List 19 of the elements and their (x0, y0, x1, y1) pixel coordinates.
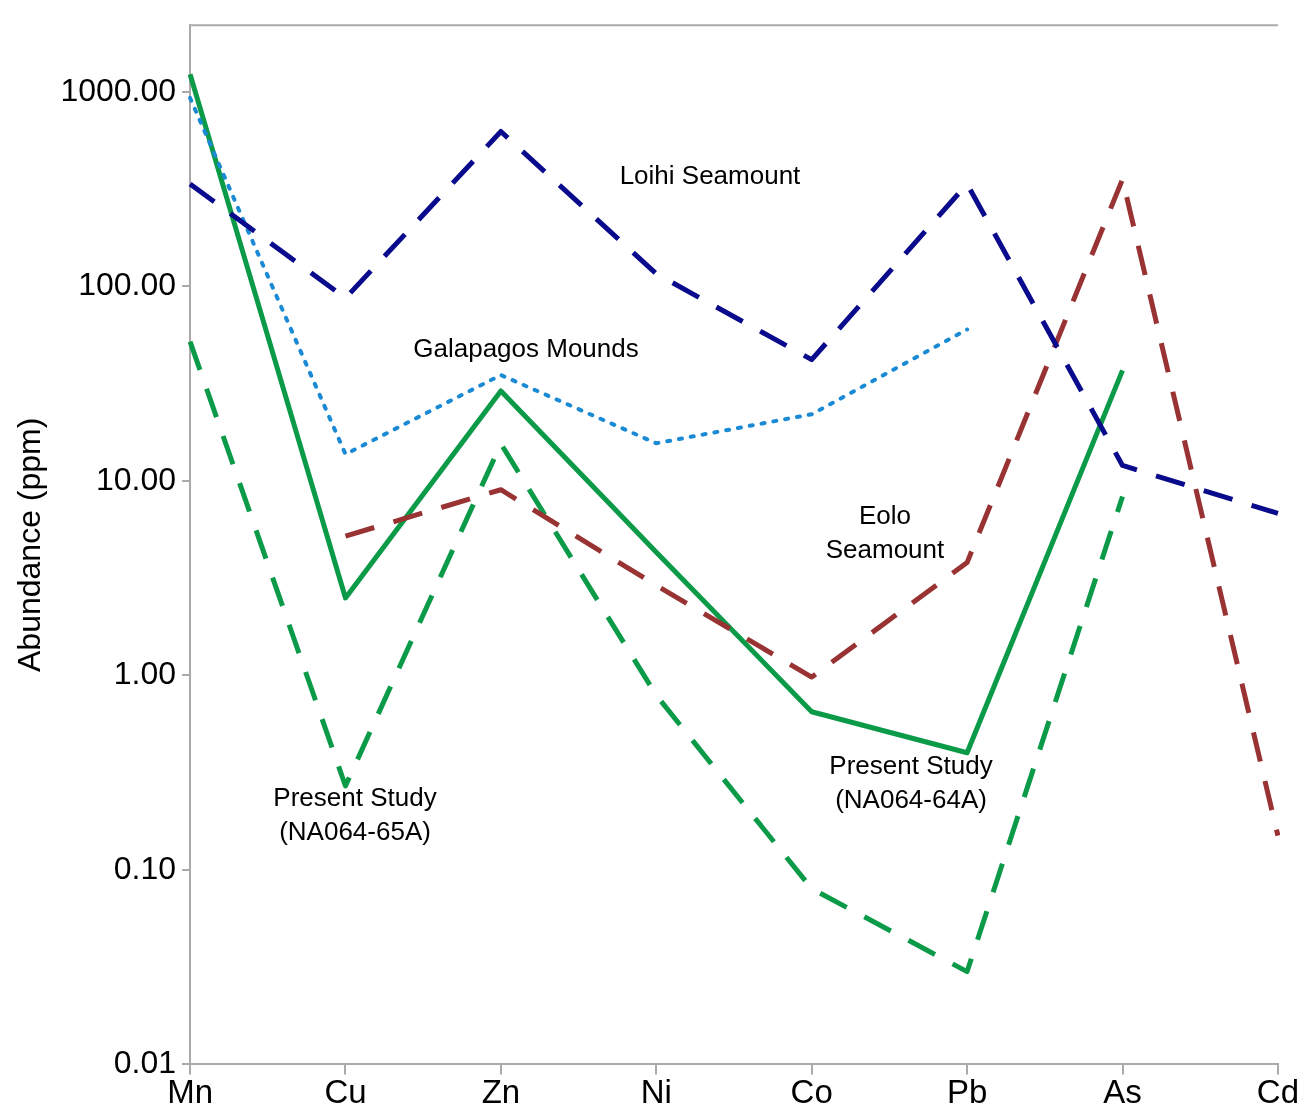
series-label: Eolo Seamount (825, 500, 946, 565)
y-tick-label: 0.10 (113, 849, 177, 886)
x-tick-label: Cd (1256, 1073, 1299, 1111)
x-tick-label: Ni (640, 1073, 672, 1111)
series-label: Present Study (NA064-65A) (273, 782, 437, 847)
line-series (188, 95, 970, 457)
y-axis-title: Abundance (ppm) (11, 417, 48, 672)
y-tick-label: 1.00 (113, 655, 177, 692)
x-tick-label: Co (790, 1073, 833, 1111)
y-tick-label: 100.00 (78, 266, 177, 303)
x-tick-label: Cu (324, 1073, 367, 1111)
series-label: Galapagos Mounds (413, 333, 639, 364)
y-tick-label: 10.00 (95, 460, 177, 497)
x-tick-label: Pb (946, 1073, 988, 1111)
x-tick-label: As (1103, 1073, 1142, 1111)
y-tick-label: 1000.00 (60, 71, 177, 108)
series-label: Loihi Seamount (619, 160, 802, 191)
series-label: Present Study (NA064-64A) (829, 750, 993, 815)
x-tick-label: Zn (481, 1073, 521, 1111)
